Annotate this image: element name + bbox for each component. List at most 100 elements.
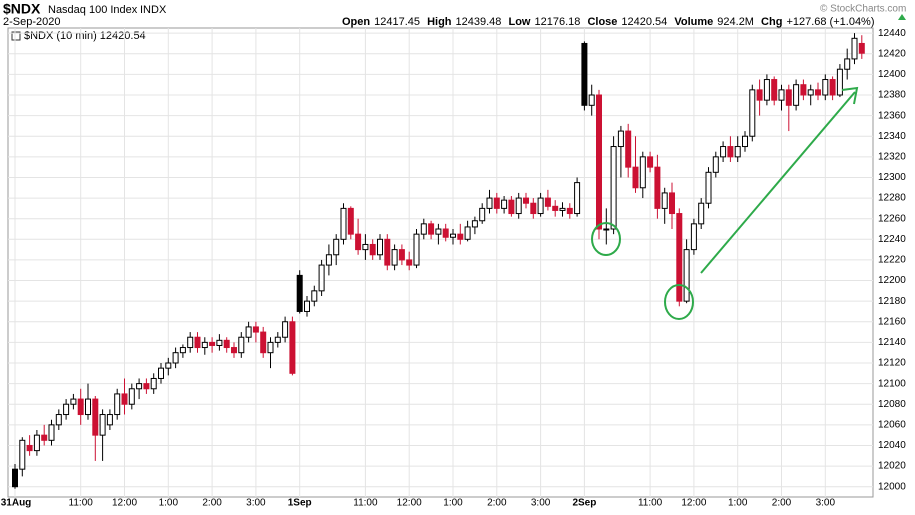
candle-body — [661, 192, 668, 209]
candle-body — [26, 444, 33, 452]
candle-body — [260, 331, 267, 354]
candle-body — [836, 68, 843, 96]
candle-body — [150, 377, 157, 390]
candle-body — [610, 146, 617, 230]
y-tick-label: 12340 — [878, 131, 906, 142]
candle-body — [355, 233, 362, 251]
candle-body — [793, 84, 800, 106]
x-tick-label: 1:00 — [728, 498, 748, 509]
y-tick-label: 12060 — [878, 419, 906, 430]
y-tick-label: 12240 — [878, 234, 906, 245]
y-tick-label: 12020 — [878, 461, 906, 472]
candle-body — [756, 89, 763, 101]
circle-annotation — [591, 222, 621, 256]
stat-label: Low — [508, 16, 530, 28]
index-name: Nasdaq 100 Index — [48, 4, 138, 16]
candle-body — [231, 347, 237, 354]
stat-value: 12439.48 — [456, 16, 502, 28]
date: 2-Sep-2020 — [3, 16, 61, 28]
candle-body — [304, 300, 310, 312]
y-tick-label: 12200 — [878, 275, 906, 286]
x-tick-label: 12:00 — [112, 498, 137, 509]
candle-body — [311, 290, 318, 302]
candle-body — [581, 42, 588, 106]
candle-body — [33, 434, 40, 452]
change-arrow — [898, 14, 906, 20]
candle-body — [815, 89, 821, 96]
candle-body — [267, 341, 274, 354]
candle-body — [705, 171, 712, 204]
candle-body — [858, 42, 865, 54]
candle-body — [274, 336, 281, 343]
candle-body — [282, 321, 289, 338]
x-tick-label: 11:00 — [638, 498, 663, 509]
candle-body — [669, 192, 675, 215]
stat-value: +127.68 (+1.04%) — [786, 16, 874, 28]
candle-body — [99, 414, 106, 436]
candle-body — [778, 89, 785, 101]
candle-body — [523, 197, 529, 204]
arrow-annotation — [700, 91, 856, 274]
candle-body — [471, 220, 478, 228]
stat-value: 12417.45 — [374, 16, 420, 28]
candle-body — [172, 352, 179, 364]
y-tick-label: 12400 — [878, 69, 906, 80]
stat-value: 12176.18 — [534, 16, 580, 28]
candle-body — [822, 79, 829, 96]
stat-label: Volume — [674, 16, 713, 28]
x-tick-label: 1Sep — [288, 498, 312, 509]
candle-body — [245, 326, 252, 338]
y-tick-label: 12440 — [878, 28, 906, 39]
candle-body — [603, 228, 610, 231]
candle-body — [442, 228, 449, 238]
legend-icon — [11, 31, 21, 41]
x-tick-label: 12:00 — [397, 498, 422, 509]
symbol: $NDX — [3, 1, 41, 17]
candle-body — [515, 197, 522, 215]
candle-body — [501, 199, 508, 209]
y-tick-label: 12000 — [878, 481, 906, 492]
x-tick-label: 12:00 — [681, 498, 706, 509]
candle-body — [165, 362, 172, 369]
grid — [8, 28, 873, 497]
y-tick-label: 12040 — [878, 440, 906, 451]
candle-body — [530, 202, 537, 215]
candle-body — [252, 326, 259, 333]
candle-body — [194, 336, 201, 349]
x-tick-label: 1:00 — [443, 498, 463, 509]
candle-body — [333, 238, 340, 256]
stat-label: Chg — [761, 16, 782, 28]
candle-body — [106, 414, 113, 426]
candle-body — [435, 228, 442, 235]
candle-body — [552, 205, 559, 211]
watermark: © StockCharts.com — [820, 4, 906, 15]
y-tick-label: 12320 — [878, 151, 906, 162]
y-tick-label: 12180 — [878, 296, 906, 307]
candle-body — [347, 207, 354, 235]
candle-body — [428, 223, 435, 235]
y-tick-label: 12120 — [878, 358, 906, 369]
candle-body — [340, 207, 347, 240]
candle-body — [771, 79, 778, 101]
arrow-head — [841, 86, 859, 105]
candle-body — [377, 238, 383, 256]
candle-body — [588, 94, 595, 106]
y-tick-label: 12100 — [878, 378, 906, 389]
candle-body — [158, 367, 164, 379]
candle-body — [48, 424, 55, 441]
candle-body — [712, 156, 719, 173]
candle-body — [544, 197, 551, 207]
candle-body — [493, 197, 500, 209]
x-tick-label: 1:00 — [159, 498, 179, 509]
candle-body — [574, 182, 581, 215]
candle-body — [296, 274, 303, 312]
candle-body — [369, 243, 376, 256]
stats: Open 12417.45 High 12439.48 Low 12176.18 Cl… — [342, 16, 875, 28]
x-tick-label: 2:00 — [487, 498, 507, 509]
candle-body — [19, 439, 26, 470]
candle-body — [63, 403, 70, 416]
candle-body — [413, 233, 420, 266]
candle-body — [829, 79, 836, 96]
y-tick-label: 12360 — [878, 110, 906, 121]
